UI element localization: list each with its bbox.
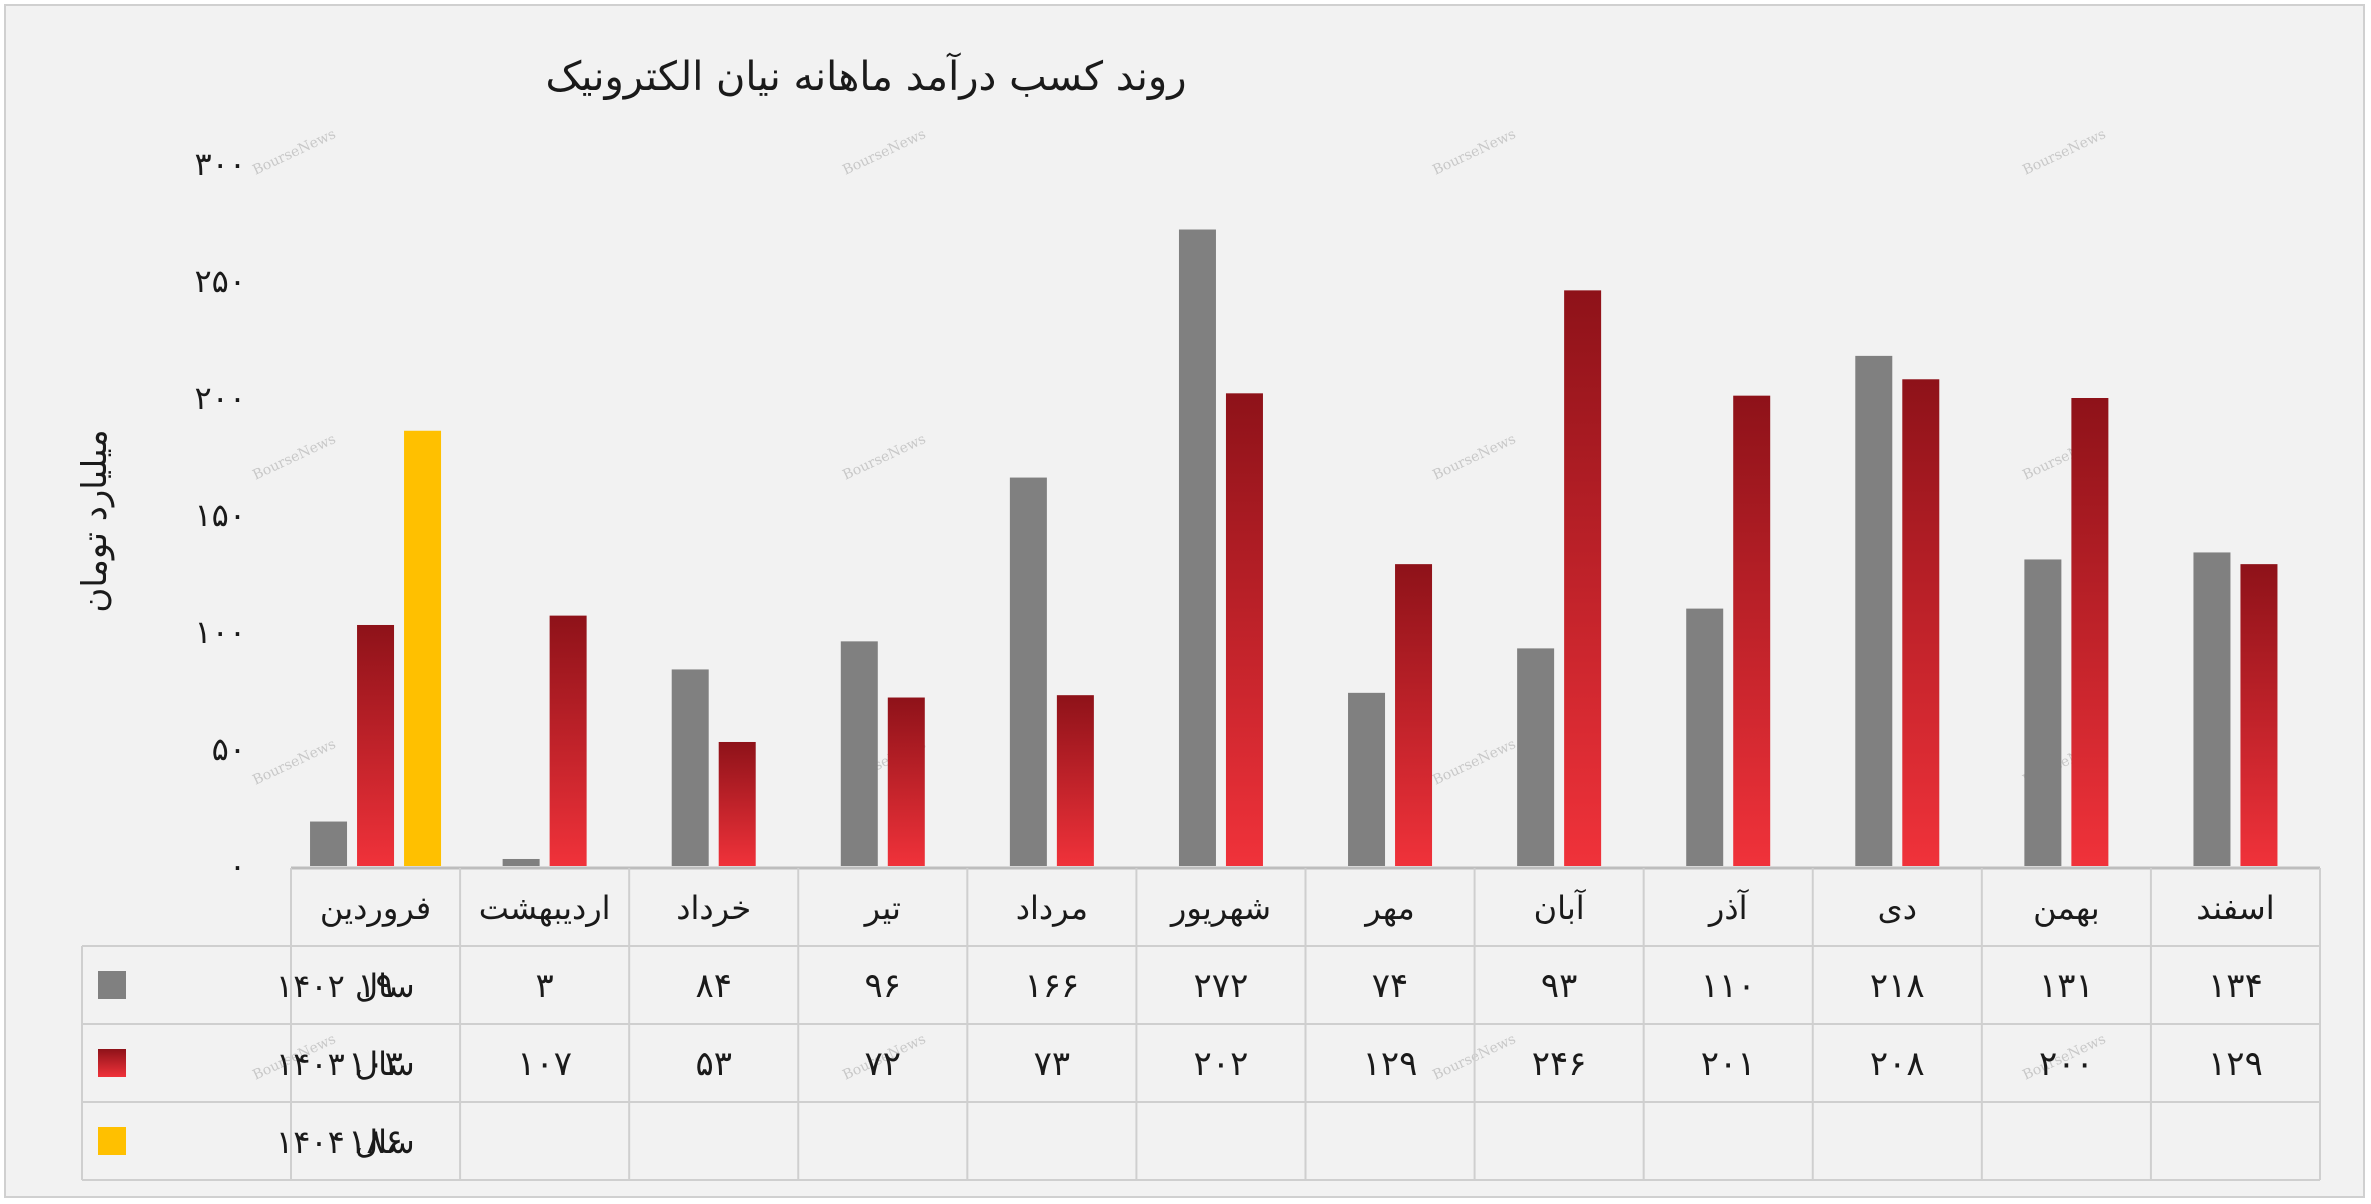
data-label: ۱۱۰ bbox=[1701, 966, 1756, 1006]
bar-3 bbox=[404, 430, 442, 866]
category-label: تیر bbox=[863, 889, 901, 927]
legend-label: سال ۱۴۰۲ bbox=[276, 967, 415, 1005]
category-label: شهریور bbox=[1169, 889, 1271, 927]
bar-2 bbox=[2071, 398, 2109, 866]
bar-1 bbox=[310, 821, 348, 866]
bar-1 bbox=[1855, 355, 1893, 866]
bar-2 bbox=[549, 615, 587, 866]
watermark-text: BourseNews bbox=[2020, 126, 2108, 178]
data-label: ۷۲ bbox=[865, 1044, 902, 1084]
bar-2 bbox=[357, 624, 395, 866]
bar-2 bbox=[1225, 393, 1263, 866]
revenue-chart: BourseNews BourseNews BourseNews BourseNews… bbox=[75, 52, 2321, 1181]
category-label: مرداد bbox=[1016, 889, 1088, 927]
data-label: ۲۰۲ bbox=[1194, 1044, 1249, 1084]
data-label: ۱۰۷ bbox=[517, 1044, 572, 1084]
category-label: آبان bbox=[1534, 888, 1587, 927]
data-label: ۲۰۱ bbox=[1701, 1044, 1756, 1084]
bar-1 bbox=[1178, 229, 1216, 866]
bar-1 bbox=[671, 669, 709, 866]
data-label: ۲۱۸ bbox=[1870, 966, 1925, 1006]
y-tick-label: ۱۵۰ bbox=[194, 496, 246, 534]
data-label: ۱۲۹ bbox=[2208, 1044, 2263, 1084]
watermark-text: BourseNews bbox=[250, 736, 338, 788]
legend-swatch bbox=[98, 1127, 126, 1155]
category-label: خرداد bbox=[676, 889, 751, 927]
bar-1 bbox=[1517, 648, 1555, 866]
bar-2 bbox=[1564, 290, 1602, 866]
bar-area bbox=[310, 229, 2278, 866]
watermark-text: BourseNews bbox=[250, 126, 338, 178]
category-label: اردیبهشت bbox=[479, 889, 611, 927]
bar-2 bbox=[1733, 395, 1771, 866]
chart-frame: BourseNews BourseNews BourseNews BourseNews… bbox=[4, 4, 2365, 1198]
data-label: ۱۰۳ bbox=[348, 1044, 403, 1084]
bar-1 bbox=[840, 641, 878, 866]
chart-title: روند کسب درآمد ماهانه نیان الکترونیک bbox=[545, 52, 1186, 100]
y-tick-label: ۱۰۰ bbox=[194, 613, 246, 651]
data-label: ۲۴۶ bbox=[1532, 1044, 1587, 1084]
bar-2 bbox=[718, 741, 756, 866]
bar-1 bbox=[502, 858, 540, 866]
bar-2 bbox=[1395, 564, 1433, 866]
bar-1 bbox=[1686, 608, 1724, 866]
category-label: فروردین bbox=[320, 889, 431, 927]
data-label: ۷۴ bbox=[1372, 966, 1409, 1006]
data-label: ۱۸۶ bbox=[348, 1122, 403, 1162]
y-tick-label: ۲۵۰ bbox=[194, 262, 246, 300]
watermark-text: BourseNews bbox=[250, 431, 338, 483]
y-tick-label: ۰ bbox=[229, 847, 246, 885]
data-table: فروردین اردیبهشت خرداد تیر مرداد شهریور مهر آبا… bbox=[81, 866, 2321, 1181]
data-label: ۲۰۸ bbox=[1870, 1044, 1925, 1084]
data-label: ۲۷۲ bbox=[1194, 966, 1249, 1006]
y-axis-ticks: ۰ ۵۰ ۱۰۰ ۱۵۰ ۲۰۰ ۲۵۰ ۳۰۰ bbox=[194, 145, 246, 885]
data-label: ۱۲۹ bbox=[1363, 1044, 1418, 1084]
category-label: اسفند bbox=[2196, 889, 2274, 927]
bar-2 bbox=[1902, 379, 1940, 866]
data-label: ۵۳ bbox=[695, 1044, 732, 1084]
bar-1 bbox=[2193, 552, 2231, 866]
watermark-text: BourseNews bbox=[1430, 126, 1518, 178]
data-label: ۱۹ bbox=[357, 966, 394, 1006]
bar-2 bbox=[887, 697, 925, 866]
data-label: ۱۶۶ bbox=[1024, 966, 1079, 1006]
data-label: ۳ bbox=[535, 966, 553, 1006]
data-label: ۱۳۱ bbox=[2039, 966, 2094, 1006]
legend-label: سال ۱۴۰۳ bbox=[276, 1045, 415, 1083]
legend-swatch bbox=[98, 1049, 126, 1077]
category-label: مهر bbox=[1363, 889, 1415, 927]
bar-2 bbox=[2240, 564, 2278, 866]
data-label: ۲۰۰ bbox=[2039, 1044, 2094, 1084]
watermark-text: BourseNews bbox=[1430, 736, 1518, 788]
y-tick-label: ۳۰۰ bbox=[194, 145, 246, 183]
data-label: ۷۳ bbox=[1034, 1044, 1071, 1084]
category-label: بهمن bbox=[2033, 889, 2100, 927]
watermark-text: BourseNews bbox=[840, 126, 928, 178]
data-label: ۱۳۴ bbox=[2208, 966, 2263, 1006]
data-label: ۸۴ bbox=[695, 966, 732, 1006]
category-label: آذر bbox=[1707, 888, 1750, 927]
legend-label: سال ۱۴۰۴ bbox=[276, 1123, 415, 1161]
bar-1 bbox=[1009, 477, 1047, 866]
y-tick-label: ۲۰۰ bbox=[194, 379, 246, 417]
category-label: دی bbox=[1878, 889, 1917, 927]
bar-1 bbox=[1348, 692, 1386, 866]
legend-swatch bbox=[98, 971, 126, 999]
y-axis-label: میلیارد تومان bbox=[75, 429, 115, 612]
y-tick-label: ۵۰ bbox=[212, 730, 246, 768]
data-label: ۹۳ bbox=[1541, 966, 1578, 1006]
bar-2 bbox=[1056, 695, 1094, 866]
bar-1 bbox=[2024, 559, 2062, 866]
data-label: ۹۶ bbox=[865, 966, 902, 1006]
watermark-text: BourseNews bbox=[1430, 431, 1518, 483]
watermark-text: BourseNews bbox=[840, 431, 928, 483]
